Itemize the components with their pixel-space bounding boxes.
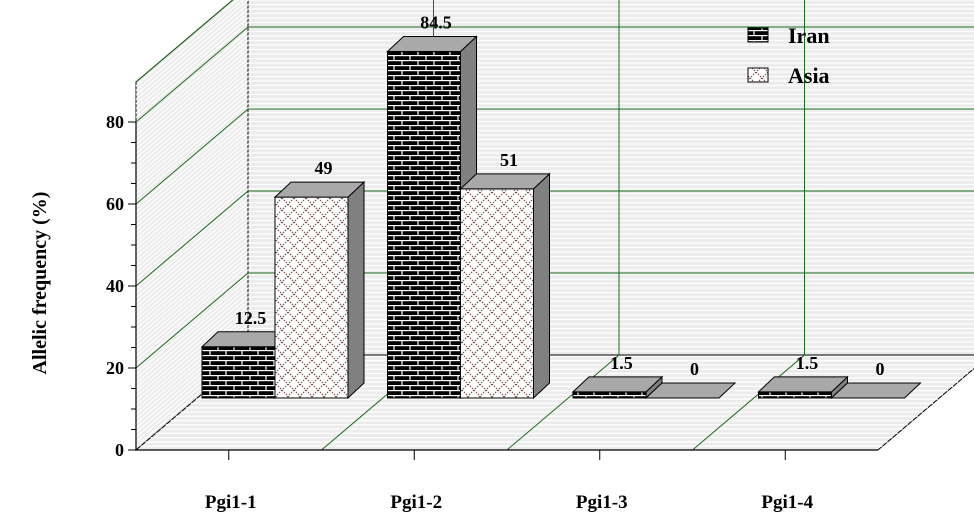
bar-iran-pgi1-3: 1.5: [571, 353, 664, 400]
bar-top: [273, 181, 366, 198]
bar-top: [757, 376, 849, 393]
data-label: 0: [690, 359, 699, 379]
data-label: 0: [876, 359, 885, 379]
x-tick-label: Pgi1-4: [761, 492, 813, 513]
data-label: 51: [500, 150, 518, 170]
bar-front: [572, 391, 647, 399]
y-tick-label: 60: [106, 194, 124, 214]
data-label: 49: [315, 158, 333, 178]
x-tick-label: Pgi1-3: [576, 492, 628, 513]
legend-swatch: [747, 67, 769, 83]
legend-swatch: [747, 27, 769, 43]
gridlines: [135, 0, 974, 451]
bar-front: [387, 51, 461, 399]
bar-top: [830, 382, 922, 399]
bar-asia-pgi1-4: 0: [830, 359, 922, 399]
bar-top: [571, 376, 664, 393]
data-label: 1.5: [610, 353, 633, 373]
bar-front: [460, 188, 534, 399]
y-tick-label: 80: [106, 112, 124, 132]
x-tick-label: Pgi1-1: [205, 492, 257, 513]
y-axis-label: Allelic frequency (%): [29, 192, 51, 375]
bar-top: [644, 382, 737, 399]
bar-top: [459, 173, 551, 190]
bar-iran-pgi1-4: 1.5: [757, 353, 849, 400]
bars: 12.5 49 84.5 51 1.5 0 1.5 0: [200, 13, 922, 400]
bar-asia-pgi1-2: 51: [459, 150, 551, 400]
y-tick-label: 20: [106, 358, 124, 378]
bar-asia-pgi1-3: 0: [644, 359, 737, 399]
data-label: 84.5: [420, 13, 452, 33]
bar-front: [758, 391, 832, 399]
bar-side: [347, 180, 365, 400]
y-tick-label: 0: [115, 440, 124, 460]
bar-front: [274, 196, 349, 399]
bar-top: [386, 36, 478, 53]
data-label: 12.5: [235, 308, 267, 328]
y-tick-label: 40: [106, 276, 124, 296]
x-tick-label: Pgi1-2: [390, 492, 442, 513]
y-axis: 0 20 40 60 80 Pgi1-1 Pgi1-2 Pgi1-3 Pgi1-4: [106, 112, 878, 513]
bar-front: [201, 346, 276, 399]
bar-asia-pgi1-1: 49: [273, 158, 366, 400]
bar-side: [533, 172, 550, 400]
data-label: 1.5: [796, 353, 819, 373]
legend-label: Asia: [788, 63, 830, 88]
legend-label: Iran: [788, 23, 830, 48]
legend: Iran Asia: [747, 23, 830, 88]
